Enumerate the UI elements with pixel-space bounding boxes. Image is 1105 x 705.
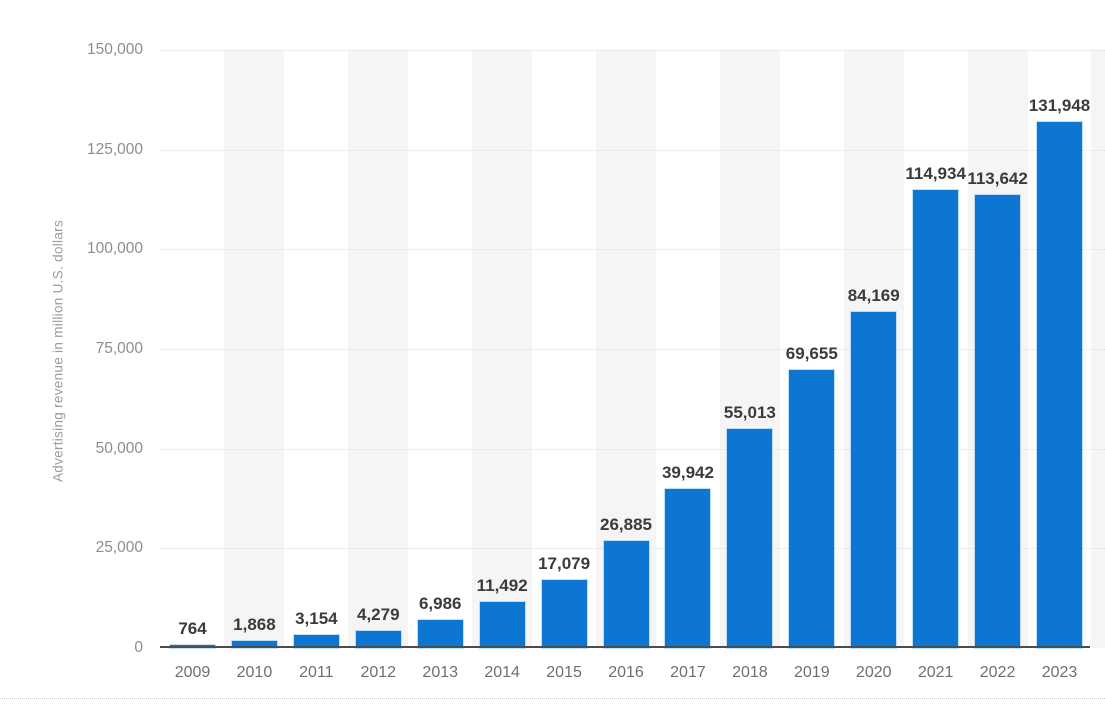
value-label-2010: 1,868 (233, 614, 276, 634)
x-tick-label-2018: 2018 (732, 664, 768, 681)
y-tick-label: 75,000 (95, 340, 143, 357)
x-tick-label-2020: 2020 (855, 664, 892, 681)
y-tick-label: 0 (134, 639, 143, 656)
gridline-100,000 (160, 249, 1105, 251)
x-tick-label-2021: 2021 (917, 664, 954, 681)
value-label-2019: 69,655 (785, 344, 838, 364)
bar-2023[interactable] (1037, 121, 1083, 648)
bar-2011[interactable] (293, 635, 339, 648)
y-tick-label: 100,000 (86, 240, 143, 258)
x-tick-label-2017: 2017 (670, 664, 706, 681)
bar-2013[interactable] (417, 620, 463, 648)
value-label-2021: 114,934 (905, 163, 966, 183)
y-tick-label: 125,000 (86, 140, 143, 158)
bottom-divider (0, 698, 1105, 699)
x-tick-label-2019: 2019 (794, 664, 830, 681)
bar-2020[interactable] (851, 312, 897, 648)
x-tick-label-2013: 2013 (422, 664, 459, 681)
value-label-2011: 3,154 (295, 609, 338, 629)
value-label-2016: 26,885 (600, 514, 652, 534)
x-tick-label-2023: 2023 (1041, 664, 1078, 681)
gridline-50,000 (160, 448, 1105, 450)
value-label-2012: 4,279 (357, 604, 400, 624)
bar-2012[interactable] (355, 630, 401, 648)
x-tick-label-2010: 2010 (236, 664, 273, 681)
bar-2016[interactable] (603, 540, 649, 648)
y-tick-label: 25,000 (95, 539, 143, 557)
gridline-150,000 (160, 50, 1105, 51)
bar-2014[interactable] (479, 602, 525, 648)
bar-2017[interactable] (665, 488, 711, 648)
x-tick-label-2014: 2014 (484, 664, 520, 681)
value-label-2017: 39,942 (661, 462, 714, 482)
value-label-2015: 17,079 (538, 553, 591, 573)
bar-2018[interactable] (727, 428, 773, 648)
bar-2021[interactable] (913, 189, 959, 648)
value-label-2018: 55,013 (723, 402, 776, 422)
x-tick-label-2016: 2016 (608, 664, 644, 681)
x-tick-label-2011: 2011 (299, 664, 334, 681)
bar-2022[interactable] (975, 194, 1021, 648)
x-axis-line (160, 646, 1090, 648)
value-label-2023: 131,948 (1028, 95, 1091, 115)
x-tick-label-2012: 2012 (360, 664, 397, 681)
x-tick-label-2009: 2009 (174, 664, 211, 681)
bar-2015[interactable] (541, 579, 587, 648)
bar-2010[interactable] (231, 640, 277, 648)
bar-2019[interactable] (789, 370, 835, 648)
x-tick-label-2015: 2015 (546, 664, 582, 681)
gridline-75,000 (160, 349, 1105, 350)
y-tick-label: 150,000 (86, 41, 143, 58)
value-label-2013: 6,986 (418, 594, 462, 614)
gridline-125,000 (160, 149, 1105, 151)
value-label-2020: 84,169 (847, 286, 900, 306)
y-tick-label: 50,000 (95, 439, 143, 457)
x-tick-label-2022: 2022 (979, 664, 1016, 681)
value-label-2009: 764 (178, 618, 207, 638)
value-label-2014: 11,492 (476, 576, 528, 596)
value-label-2022: 113,642 (967, 168, 1028, 188)
